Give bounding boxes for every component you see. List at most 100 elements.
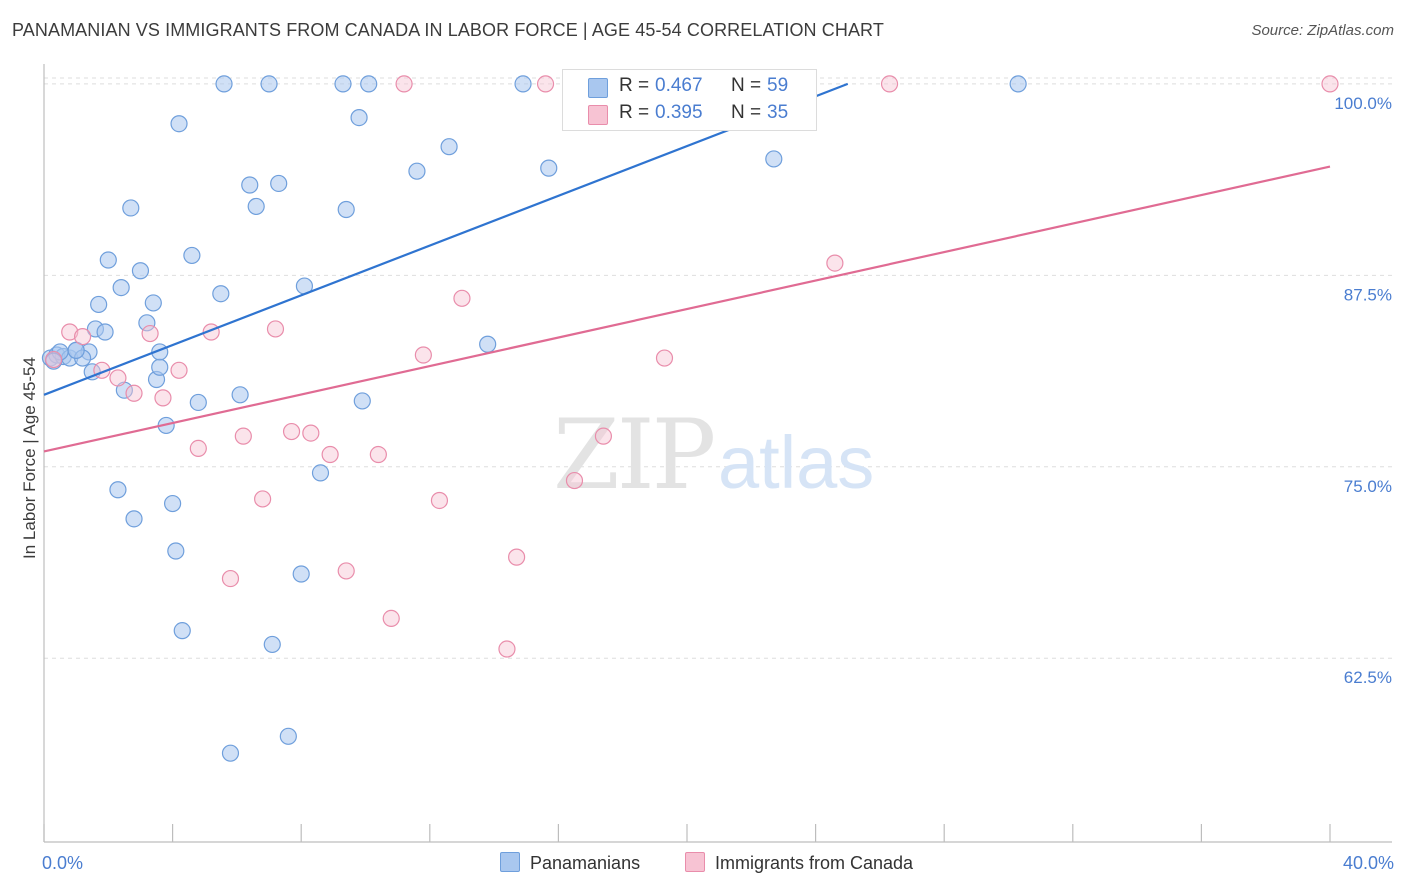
point-panamanian	[212, 285, 230, 303]
point-canada-immigrant	[189, 439, 207, 458]
x-axis-max-label: 40.0%	[1342, 853, 1394, 873]
point-panamanian	[96, 323, 114, 341]
point-panamanian	[144, 294, 162, 312]
point-panamanian	[173, 622, 191, 640]
y-tick-label: 62.5%	[1344, 668, 1392, 687]
point-canada-immigrant	[109, 369, 127, 387]
data-points	[41, 75, 1339, 762]
point-panamanian	[292, 565, 310, 583]
correlation-legend: R = 0.467 N = 59 R = 0.395 N = 35	[562, 69, 817, 131]
point-panamanian	[360, 75, 378, 93]
x-axis-min-label: 0.0%	[42, 853, 84, 873]
bottom-legend-panamanians: Panamanians	[500, 852, 640, 874]
point-panamanian	[353, 392, 371, 410]
point-panamanian	[170, 115, 188, 133]
legend-r-label: R =	[619, 102, 650, 123]
y-tick-label: 100.0%	[1334, 94, 1392, 113]
point-canada-immigrant	[170, 361, 188, 379]
point-panamanian	[279, 727, 297, 745]
point-panamanian	[350, 109, 368, 127]
legend-swatch-panamanians	[588, 78, 608, 98]
point-canada-immigrant	[430, 491, 449, 510]
point-canada-immigrant	[382, 609, 400, 628]
point-canada-immigrant	[655, 349, 674, 367]
point-canada-immigrant	[154, 389, 172, 407]
point-canada-immigrant	[453, 289, 471, 307]
point-panamanian	[540, 159, 558, 177]
point-panamanian	[131, 262, 150, 280]
point-canada-immigrant	[880, 75, 899, 93]
point-panamanian	[167, 542, 185, 560]
point-canada-immigrant	[414, 346, 432, 364]
point-panamanian	[247, 197, 265, 216]
point-canada-immigrant	[1321, 75, 1339, 93]
point-canada-immigrant	[61, 323, 79, 341]
legend-n-label: N =	[731, 75, 762, 96]
point-panamanian	[151, 358, 169, 376]
point-canada-immigrant	[266, 320, 285, 338]
point-canada-immigrant	[141, 324, 159, 343]
point-panamanian	[440, 138, 458, 156]
trendline-panamanians	[43, 82, 849, 396]
trendline-immigrants-canada	[43, 165, 1331, 453]
point-canada-immigrant	[508, 548, 526, 566]
point-panamanian	[337, 200, 355, 219]
point-canada-immigrant	[125, 384, 143, 402]
point-panamanian	[241, 176, 259, 194]
bottom-legend-label-immigrants-canada: Immigrants from Canada	[715, 853, 914, 873]
bottom-legend-immigrants-canada: Immigrants from Canada	[685, 852, 913, 874]
point-canada-immigrant	[826, 254, 844, 272]
point-canada-immigrant	[221, 569, 240, 588]
point-panamanian	[221, 744, 240, 762]
point-panamanian	[765, 150, 783, 168]
point-canada-immigrant	[565, 471, 584, 490]
watermark-zip: ZIP	[553, 399, 714, 511]
point-canada-immigrant	[282, 422, 301, 441]
point-canada-immigrant	[337, 562, 355, 580]
trendlines	[43, 82, 1331, 453]
y-tick-label: 87.5%	[1344, 285, 1392, 304]
legend-row-immigrants-canada: R = 0.395 N = 35	[563, 101, 816, 127]
point-panamanian	[90, 295, 108, 314]
point-panamanian	[99, 251, 117, 269]
bottom-legend-swatch-panamanians	[500, 852, 520, 872]
point-panamanian	[231, 386, 249, 404]
point-canada-immigrant	[321, 445, 339, 464]
point-canada-immigrant	[594, 427, 613, 445]
point-canada-immigrant	[395, 75, 413, 93]
point-canada-immigrant	[45, 350, 63, 369]
legend-row-panamanians: R = 0.467 N = 59	[563, 74, 816, 100]
legend-r-value: 0.395	[655, 102, 703, 123]
point-panamanian	[215, 75, 233, 93]
bottom-legend-label-panamanians: Panamanians	[530, 853, 641, 873]
point-canada-immigrant	[536, 75, 555, 93]
point-panamanian	[138, 314, 156, 332]
point-canada-immigrant	[254, 490, 272, 508]
point-panamanian	[408, 162, 426, 180]
point-panamanian	[164, 494, 182, 513]
watermark: ZIP atlas	[553, 399, 874, 511]
point-panamanian	[125, 510, 143, 528]
point-canada-immigrant	[234, 427, 252, 445]
point-panamanian	[514, 75, 532, 93]
bottom-legend-swatch-immigrants-canada	[685, 852, 705, 872]
point-panamanian	[1009, 75, 1027, 93]
y-tick-label: 75.0%	[1344, 477, 1392, 496]
point-panamanian	[183, 246, 201, 265]
point-panamanian	[270, 174, 288, 193]
point-panamanian	[260, 75, 278, 93]
point-canada-immigrant	[369, 445, 387, 464]
point-panamanian	[67, 341, 85, 359]
y-tick-labels: 100.0% 87.5% 75.0% 62.5%	[1334, 94, 1392, 687]
point-panamanian	[311, 464, 330, 482]
point-panamanian	[334, 75, 352, 93]
legend-swatch-immigrants-canada	[588, 105, 608, 125]
point-panamanian	[189, 393, 207, 412]
legend-n-label: N =	[731, 102, 762, 123]
watermark-atlas: atlas	[718, 421, 874, 504]
point-panamanian	[112, 278, 130, 297]
legend-n-value: 35	[767, 102, 789, 123]
axes	[43, 64, 1392, 843]
legend-r-label: R =	[619, 75, 650, 96]
